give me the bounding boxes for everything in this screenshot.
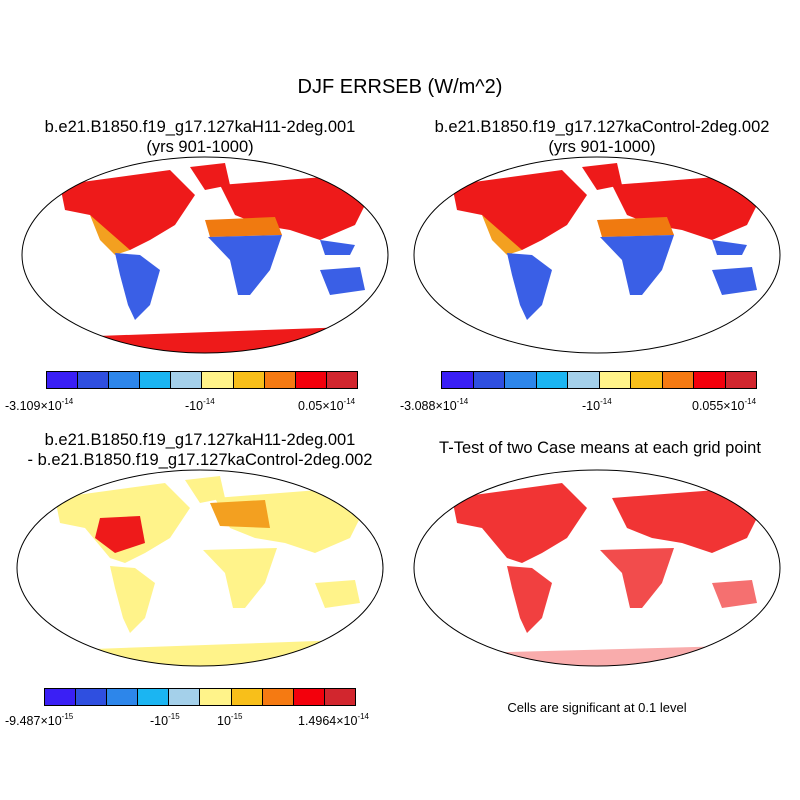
panel-title-diff-line1: b.e21.B1850.f19_g17.127kaH11-2deg.001	[44, 431, 356, 449]
colorbar-swatch	[694, 372, 726, 388]
panel-title-case2: b.e21.B1850.f19_g17.127kaControl-2deg.00…	[412, 117, 792, 157]
panel-title-case2-line1: b.e21.B1850.f19_g17.127kaControl-2deg.00…	[434, 118, 770, 136]
se-asia-region	[320, 240, 355, 255]
colorbar-swatch	[78, 372, 110, 388]
na-positive-patch	[95, 516, 145, 553]
colorbar-swatch	[47, 372, 79, 388]
colorbar-diff-label-pos: 10-15	[217, 712, 243, 728]
colorbar-case1-label-min: -3.109×10-14	[5, 397, 74, 413]
south-america-region	[115, 253, 160, 320]
sahara-band	[205, 217, 282, 237]
colorbar-case2-label-max: 0.055×10-14	[692, 397, 757, 413]
greenland-region	[190, 163, 230, 190]
africa-region	[208, 235, 282, 295]
north-america-region	[452, 170, 587, 250]
colorbar-case2	[441, 371, 757, 389]
figure-title: DJF ERRSEB (W/m^2)	[297, 76, 503, 98]
map-ttest	[413, 469, 781, 667]
colorbar-swatch	[109, 372, 141, 388]
colorbar-swatch	[536, 372, 568, 388]
colorbar-diff-label-max: 1.4964×10-14	[298, 712, 369, 728]
south-america-region	[110, 566, 155, 633]
australia-region	[315, 580, 360, 608]
na-south-band	[482, 215, 522, 255]
colorbar-swatch	[326, 372, 357, 388]
colorbar-swatch	[138, 689, 170, 705]
colorbar-swatch	[107, 689, 139, 705]
colorbar-swatch	[442, 372, 474, 388]
colorbar-swatch	[262, 689, 294, 705]
colorbar-swatch	[295, 372, 327, 388]
colorbar-swatch	[140, 372, 172, 388]
panel-title-case2-line2: (yrs 901-1000)	[548, 138, 656, 156]
north-america-region	[60, 170, 195, 250]
europe-positive-patch	[210, 500, 270, 528]
colorbar-swatch	[233, 372, 265, 388]
colorbar-diff-label-min: -9.487×10-15	[5, 712, 74, 728]
panel-title-ttest-line1: T-Test of two Case means at each grid po…	[439, 439, 761, 457]
africa-significant	[600, 548, 674, 608]
colorbar-swatch	[599, 372, 631, 388]
map-diff	[16, 469, 384, 667]
colorbar-case2-label-min: -3.088×10-14	[400, 397, 469, 413]
colorbar-swatch	[473, 372, 505, 388]
panel-title-diff: b.e21.B1850.f19_g17.127kaH11-2deg.001 - …	[10, 430, 390, 470]
colorbar-swatch	[231, 689, 263, 705]
panel-title-case1-line2: (yrs 901-1000)	[146, 138, 254, 156]
map-case1	[21, 156, 389, 354]
colorbar-swatch	[324, 689, 355, 705]
colorbar-swatch	[505, 372, 537, 388]
panel-title-ttest: T-Test of two Case means at each grid po…	[405, 438, 795, 458]
colorbar-swatch	[169, 689, 201, 705]
australia-significant	[712, 580, 757, 608]
colorbar-swatch	[631, 372, 663, 388]
panel-title-case1: b.e21.B1850.f19_g17.127kaH11-2deg.001 (y…	[20, 117, 380, 157]
colorbar-case1-label-mid: -10-14	[185, 397, 215, 413]
colorbar-diff-label-neg: -10-15	[150, 712, 180, 728]
eurasia-significant	[612, 488, 762, 553]
colorbar-swatch	[568, 372, 600, 388]
colorbar-swatch	[76, 689, 108, 705]
colorbar-swatch	[725, 372, 756, 388]
australia-region	[712, 267, 757, 295]
south-america-region	[507, 253, 552, 320]
colorbar-swatch	[202, 372, 234, 388]
map-case2	[413, 156, 781, 354]
panel-title-diff-line2: - b.e21.B1850.f19_g17.127kaControl-2deg.…	[27, 451, 373, 469]
colorbar-case1-label-max: 0.05×10-14	[298, 397, 356, 413]
colorbar-swatch	[200, 689, 232, 705]
panel-title-case1-line1: b.e21.B1850.f19_g17.127kaH11-2deg.001	[44, 118, 356, 136]
australia-region	[320, 267, 365, 295]
north-america-significant	[452, 483, 587, 563]
colorbar-swatch	[662, 372, 694, 388]
colorbar-case2-label-mid: -10-14	[582, 397, 612, 413]
south-america-significant	[507, 566, 552, 633]
colorbar-swatch	[171, 372, 203, 388]
ttest-significance-note: Cells are significant at 0.1 level	[507, 700, 687, 715]
se-asia-region	[712, 240, 747, 255]
sahara-band	[597, 217, 674, 237]
greenland-region	[185, 476, 225, 503]
greenland-region	[582, 163, 622, 190]
africa-region	[203, 548, 277, 608]
africa-region	[600, 235, 674, 295]
colorbar-case1	[46, 371, 358, 389]
colorbar-swatch	[293, 689, 325, 705]
na-south-band	[90, 215, 130, 255]
colorbar-swatch	[264, 372, 296, 388]
colorbar-diff	[44, 688, 356, 706]
colorbar-swatch	[45, 689, 77, 705]
